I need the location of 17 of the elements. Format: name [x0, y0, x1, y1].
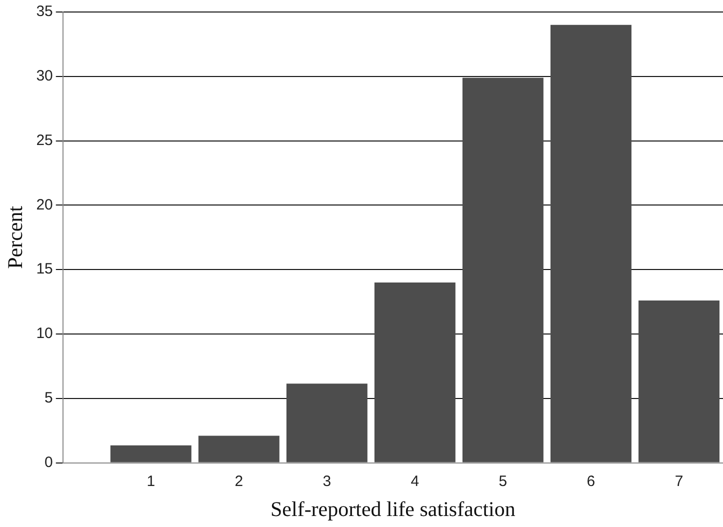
x-tick-label: 5	[498, 472, 508, 490]
y-tick-label: 10	[36, 325, 53, 342]
x-axis-title: Self-reported life satisfaction	[270, 496, 516, 521]
x-tick-label: 6	[586, 472, 596, 490]
x-tick-label: 2	[234, 472, 244, 490]
x-tick-label: 7	[674, 472, 684, 490]
x-tick-label: 1	[146, 472, 156, 490]
y-tick-label: 20	[36, 196, 53, 214]
y-tick-label: 35	[36, 3, 53, 20]
y-tick-label: 15	[36, 260, 53, 278]
y-tick-label: 30	[36, 68, 53, 85]
y-axis-title: Percent	[3, 206, 28, 269]
y-tick-label: 5	[44, 390, 53, 407]
y-tick-label: 0	[44, 454, 53, 471]
y-tick-label: 25	[36, 132, 53, 149]
x-tick-label: 4	[410, 472, 420, 490]
x-tick-label: 3	[322, 472, 332, 490]
